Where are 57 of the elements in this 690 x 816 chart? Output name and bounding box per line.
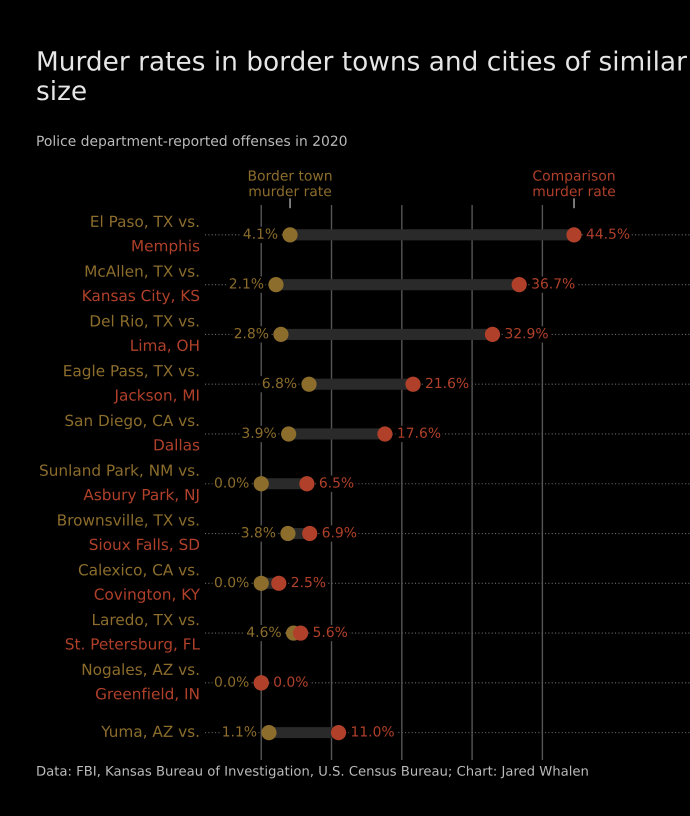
point [281, 426, 296, 442]
point [254, 576, 269, 591]
chart-subtitle: Police department-reported offenses in 2020 [37, 135, 347, 149]
data-label: 2.8% [234, 328, 268, 338]
data-label: 6.8% [262, 378, 296, 388]
data-label: 4.1% [243, 228, 278, 239]
data-label: 0.0% [214, 477, 249, 488]
point [292, 625, 308, 641]
y-tick-label: Nogales, AZ vs. Greenfield, IN [82, 663, 198, 702]
point [282, 227, 298, 242]
data-label: 44.5% [586, 228, 630, 239]
point [512, 277, 527, 292]
data-label: 2.5% [292, 576, 326, 588]
data-label: 0.0% [214, 576, 249, 588]
point [301, 376, 317, 392]
chart-title: Murder rates in border towns and cities of similar size [37, 50, 687, 100]
y-tick-label: Laredo, TX vs. St. Petersburg, FL [66, 613, 200, 653]
data-label: 0.0% [214, 676, 249, 687]
data-label: 0.0% [274, 676, 308, 687]
y-tick-label: Sunland Park, NM vs. Asbury Park, NJ [40, 464, 198, 504]
data-label: 6.9% [322, 527, 356, 538]
data-label: 2.1% [230, 278, 264, 289]
y-tick-label: Brownsville, TX vs. Sioux Falls, SD [58, 514, 200, 552]
point [271, 576, 286, 591]
point [377, 426, 393, 442]
data-label: 32.9% [505, 328, 548, 338]
text: Comparison murder rate [533, 170, 616, 196]
data-label: 11.0% [352, 726, 394, 737]
data-label: 36.7% [532, 278, 574, 289]
data-label: 4.6% [247, 626, 281, 638]
point [273, 326, 289, 342]
data-label: 6.5% [320, 477, 354, 488]
point [330, 725, 346, 740]
data-label: 1.1% [223, 726, 256, 737]
y-tick-label: Del Rio, TX vs. Lima, OH [90, 314, 198, 353]
text: Data: FBI, Kansas Bureau of Investigation, U.S. Census Bureau; Chart: Jared Whalen [37, 766, 588, 778]
y-tick-label: El Paso, TX vs. Memphis [91, 215, 200, 254]
point [405, 376, 421, 392]
y-tick-label: McAllen, TX vs. Kansas City, KS [83, 265, 200, 304]
y-tick-label: Eagle Pass, TX vs. Jackson, MI [64, 364, 198, 404]
point [280, 526, 296, 542]
data-label: 3.9% [242, 427, 276, 438]
text: Border town murder rate [248, 170, 332, 196]
point [254, 476, 269, 492]
point [299, 476, 315, 492]
data-label: 3.8% [242, 527, 276, 538]
y-tick-label: Calexico, CA vs. Covington, KY [78, 564, 200, 603]
point [566, 227, 582, 242]
y-tick-label: San Diego, CA vs. Dallas [65, 414, 200, 451]
data-label: 17.6% [398, 427, 440, 438]
point [261, 725, 277, 740]
point [268, 277, 284, 292]
point [484, 326, 500, 342]
data-label: 21.6% [426, 378, 468, 388]
data-label: 5.6% [314, 626, 348, 638]
point [302, 526, 318, 542]
y-tick-label: Yuma, AZ vs. [101, 726, 198, 739]
